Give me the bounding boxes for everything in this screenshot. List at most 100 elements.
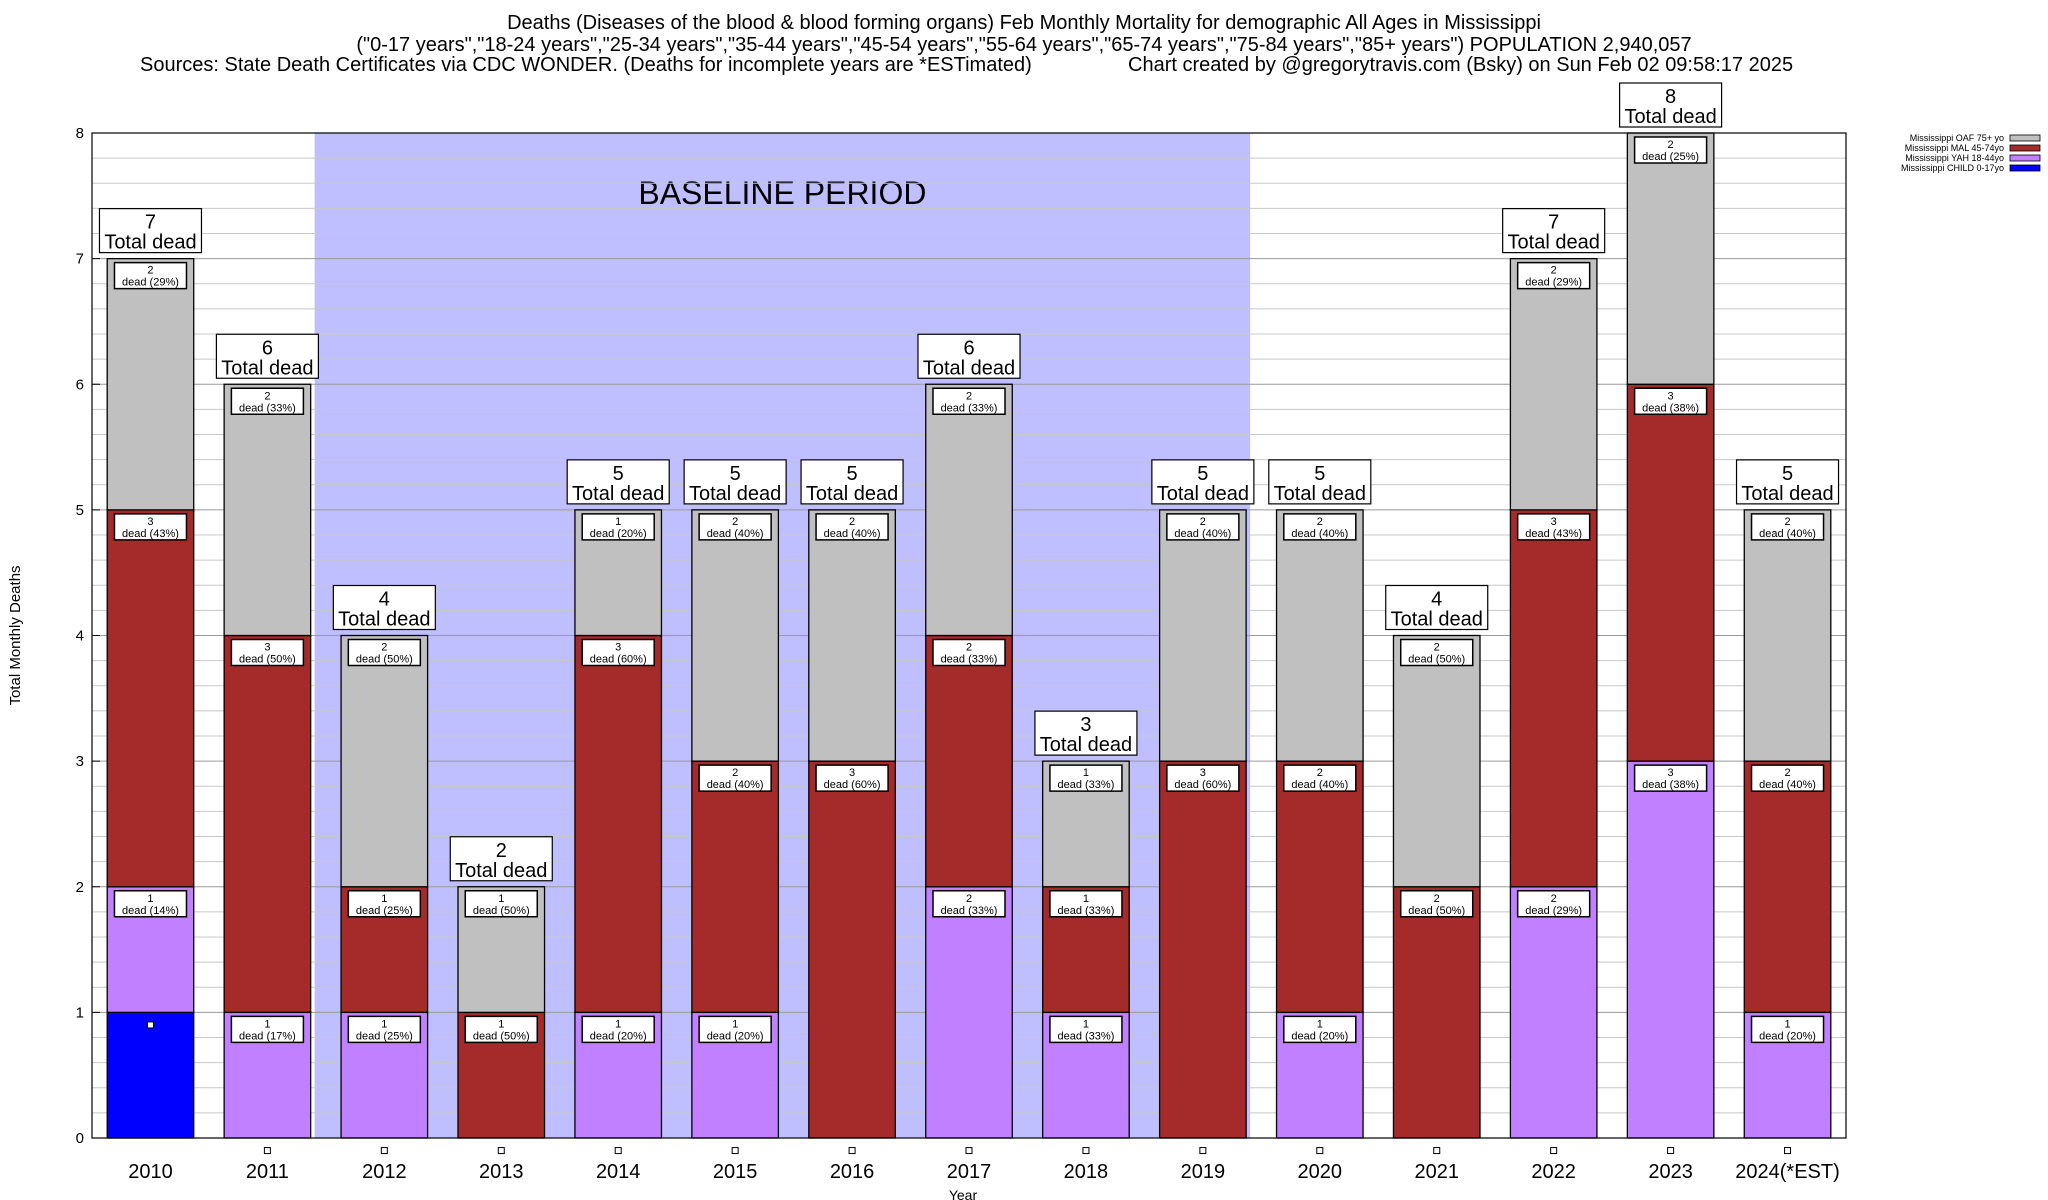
x-tick-label: 2015: [713, 1161, 758, 1183]
segment-label-count: 1: [147, 893, 153, 905]
segment-label-count: 1: [1317, 1018, 1323, 1030]
segment-label-box: [1750, 1015, 1825, 1044]
segment-label-box: [1049, 890, 1123, 918]
segment-label-box: [1399, 638, 1474, 667]
x-tick-label: 2011: [246, 1161, 289, 1183]
x-axis-title: Year: [949, 1187, 978, 1200]
segment-label-box: [347, 638, 422, 667]
legend-label-0: Mississippi CHILD 0-17yo: [1901, 163, 2004, 173]
bar-segment-2024(*EST)-3: [1743, 509, 1832, 762]
segment-label-percent: dead (40%): [1174, 528, 1231, 540]
segment-label-percent: dead (29%): [1525, 277, 1582, 289]
total-count-2023: 8: [1665, 86, 1676, 108]
segment-label-percent: dead (50%): [239, 654, 296, 666]
total-label-2011: Total dead: [221, 357, 313, 379]
segment-label-percent: dead (20%): [707, 1030, 764, 1042]
y-tick-label: 7: [76, 251, 84, 268]
category-marker-2019: [1199, 1147, 1207, 1155]
segment-label-percent: dead (33%): [941, 654, 998, 666]
segment-label-percent: dead (50%): [1408, 654, 1465, 666]
segment-label-count: 3: [147, 516, 153, 528]
segment-label-count: 1: [732, 1018, 738, 1030]
segment-label-box: [1283, 764, 1357, 792]
total-box-2012: [332, 584, 436, 631]
segment-label-box: [1516, 890, 1591, 918]
segment-label-percent: dead (43%): [122, 528, 179, 540]
total-label-2013: Total dead: [455, 860, 547, 882]
bar-segment-2020-2: [1275, 760, 1364, 1014]
bar-segment-2021-3: [1392, 634, 1481, 888]
bar-segment-2015-3: [691, 509, 780, 762]
bar-segment-2023-3: [1626, 132, 1715, 385]
bar-segment-2020-3: [1275, 509, 1364, 762]
segment-label-percent: dead (33%): [941, 402, 998, 414]
y-tick-label: 4: [76, 628, 84, 645]
total-box-2018: [1034, 710, 1138, 756]
segment-label-box: [1750, 764, 1825, 792]
y-axis-title: Total Monthly Deaths: [7, 565, 24, 705]
segment-label-count: 1: [381, 893, 387, 905]
baseline-period-label: BASELINE PERIOD: [638, 175, 926, 211]
segment-label-box: [1049, 1015, 1123, 1044]
segment-label-box: [230, 1015, 305, 1044]
bar-segment-2010-2: [106, 509, 195, 888]
segment-label-percent: dead (25%): [1642, 151, 1699, 163]
segment-label-count: 1: [1083, 893, 1089, 905]
segment-label-count: 2: [1668, 139, 1674, 151]
segment-label-percent: dead (14%): [122, 905, 179, 917]
total-label-2020: Total dead: [1274, 483, 1366, 505]
segment-label-box: [1283, 513, 1357, 541]
segment-label-percent: dead (25%): [356, 1030, 413, 1042]
segment-label-box: [347, 890, 422, 918]
bar-segment-2016-3: [808, 509, 896, 762]
segment-label-box: [1633, 387, 1708, 415]
x-tick-label: 2013: [479, 1161, 524, 1183]
x-tick-label: 2016: [830, 1161, 875, 1183]
bar-segment-2019-3: [1158, 509, 1247, 762]
segment-label-percent: dead (20%): [590, 528, 647, 540]
x-tick-label: 2021: [1414, 1161, 1459, 1183]
segment-label-box: [347, 1015, 422, 1044]
segment-label-count: 3: [264, 642, 270, 654]
segment-label-percent: dead (50%): [1408, 905, 1465, 917]
segment-label-box: [1516, 261, 1591, 290]
segment-label-percent: dead (20%): [1759, 1030, 1816, 1042]
total-label-2018: Total dead: [1040, 734, 1132, 756]
segment-label-percent: dead (40%): [824, 528, 881, 540]
segment-label-percent: dead (40%): [1291, 779, 1348, 791]
segment-label-count: 1: [615, 516, 621, 528]
segment-label-box: [1750, 513, 1825, 541]
segment-label-percent: dead (40%): [707, 528, 764, 540]
x-tick-label: 2023: [1648, 1161, 1693, 1183]
segment-label-box: [932, 890, 1006, 918]
segment-label-box: [230, 638, 305, 667]
segment-label-box: [1049, 764, 1123, 792]
segment-label-box: [932, 638, 1006, 667]
legend-swatch-1: [2009, 154, 2041, 162]
segment-label-box: [113, 513, 188, 541]
total-box-2017: [917, 333, 1021, 379]
segment-label-count: 2: [1434, 893, 1440, 905]
x-tick-label: 2014: [596, 1161, 641, 1183]
x-tick-label: 2018: [1064, 1161, 1109, 1183]
segment-label-count: 2: [264, 390, 270, 402]
category-marker-2020: [1316, 1147, 1324, 1155]
category-marker-2015: [731, 1147, 739, 1155]
total-count-2022: 7: [1548, 212, 1559, 234]
segment-label-count: 1: [498, 893, 504, 905]
chart-credit-line: Chart created by @gregorytravis.com (Bsk…: [1128, 54, 1794, 76]
total-count-2010: 7: [145, 212, 156, 234]
segment-label-count: 2: [147, 265, 153, 277]
total-count-2014: 5: [613, 463, 624, 485]
segment-label-count: 3: [1668, 767, 1674, 779]
y-tick-label: 3: [76, 753, 84, 770]
segment-label-count: 2: [1784, 516, 1790, 528]
category-marker-2022: [1550, 1147, 1558, 1155]
segment-label-percent: dead (29%): [122, 277, 179, 289]
segment-label-box: [1166, 513, 1240, 541]
segment-label-count: 2: [966, 390, 972, 402]
segment-label-count: 2: [966, 642, 972, 654]
x-tick-label: 2010: [128, 1161, 173, 1183]
segment-label-box: [932, 387, 1006, 415]
